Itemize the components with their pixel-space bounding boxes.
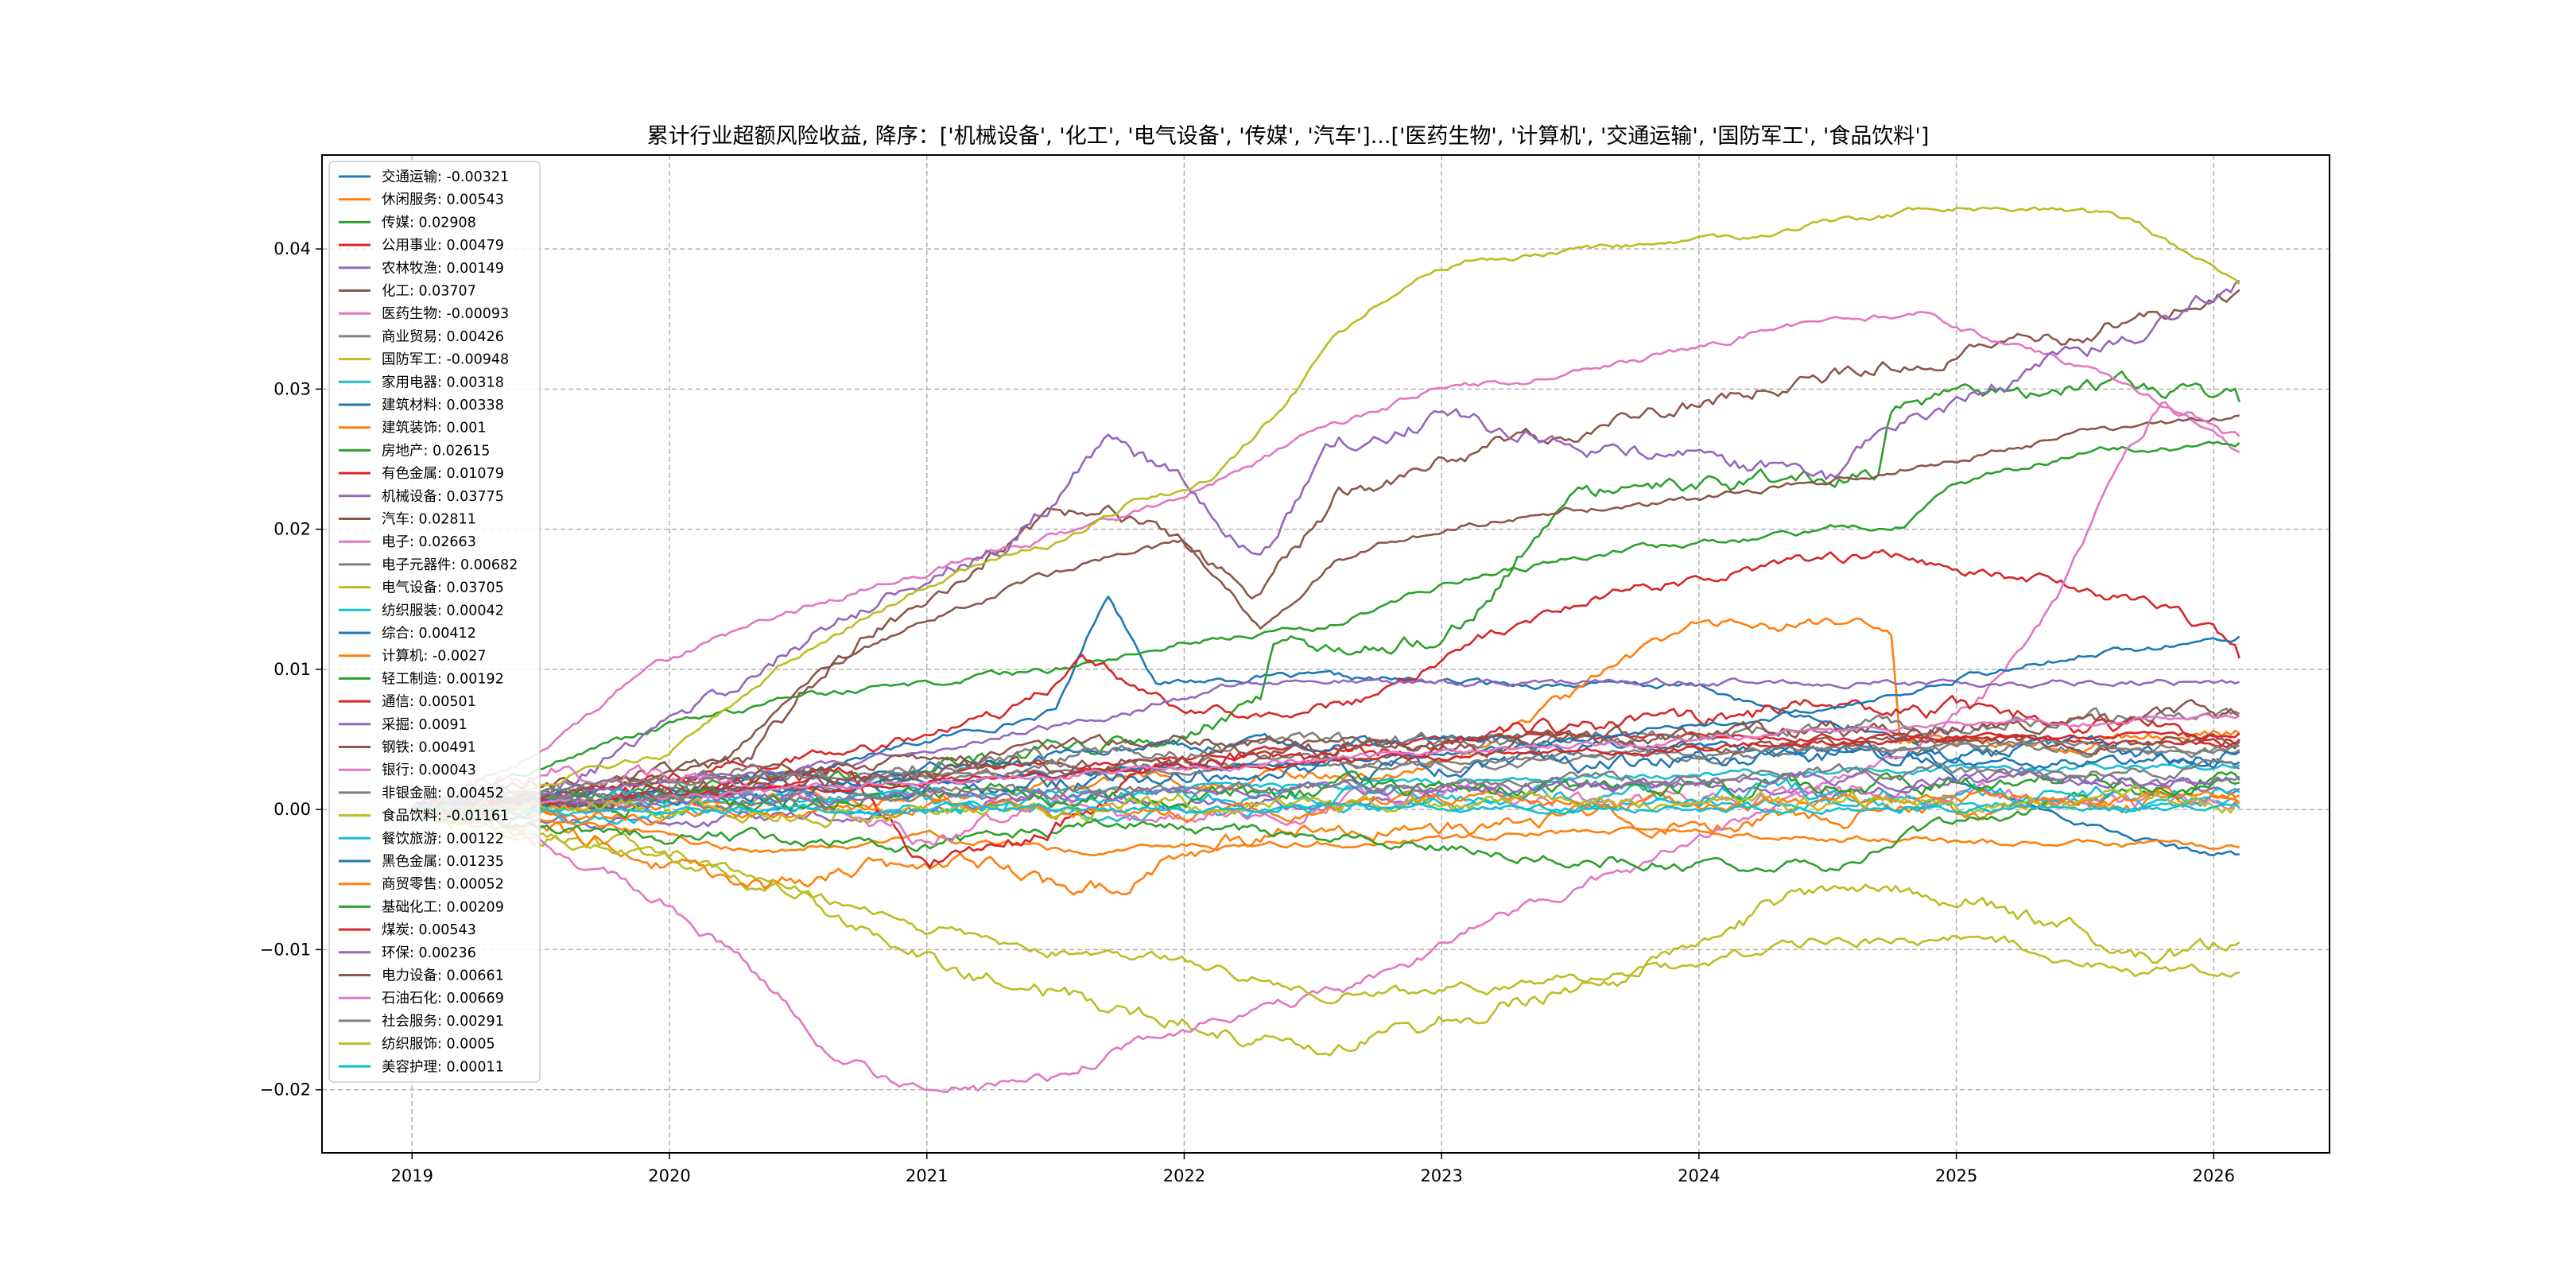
legend-entry: 有色金属: 0.01079 [382, 466, 504, 482]
legend-entry: 纺织服装: 0.00042 [382, 603, 504, 619]
series-line [411, 401, 2240, 1093]
legend-entry: 黑色金属: 0.01235 [382, 854, 504, 870]
series-line [411, 806, 2240, 856]
legend-entry: 建筑材料: 0.00338 [382, 398, 504, 413]
legend-entry: 轻工制造: 0.00192 [382, 671, 504, 687]
series-line [411, 776, 2240, 873]
legend: 交通运输: -0.00321 休闲服务: 0.00543 传媒: 0.02908 公用… [328, 161, 541, 1083]
series-line [412, 739, 2240, 812]
legend-entry: 采掘: 0.0091 [382, 717, 467, 733]
x-tick-label: 2023 [1420, 1166, 1462, 1185]
legend-entry: 通信: 0.00501 [382, 694, 476, 710]
series-line [412, 789, 2240, 826]
series-line [411, 414, 2240, 813]
series-line [411, 800, 2240, 817]
legend-entry: 美容护理: 0.00011 [382, 1059, 504, 1075]
series-line [411, 809, 2240, 1057]
x-tick-label: 2022 [1163, 1166, 1205, 1185]
series-line [411, 677, 2240, 811]
legend-entry: 医药生物: -0.00093 [382, 306, 509, 322]
legend-entry: 电子元器件: 0.00682 [382, 557, 518, 573]
series-line [411, 784, 2240, 828]
series-line [411, 206, 2240, 811]
legend-entry: 传媒: 0.02908 [382, 215, 476, 231]
legend-entry: 环保: 0.00236 [382, 945, 476, 961]
legend-entry: 商贸零售: 0.00052 [382, 877, 504, 893]
legend-entry: 餐饮旅游: 0.00122 [382, 831, 504, 847]
y-tick-label: 0.04 [274, 239, 311, 258]
series-line [411, 440, 2240, 813]
series-line [411, 617, 2240, 817]
series-line [412, 808, 2240, 1005]
series-line [411, 694, 2240, 868]
legend-entry: 公用事业: 0.00479 [382, 238, 504, 254]
legend-entry: 石油石化: 0.00669 [382, 991, 504, 1007]
series-line [411, 370, 2240, 815]
legend-box [328, 161, 541, 1083]
y-tick-label: −0.01 [260, 940, 311, 959]
series-line [412, 279, 2240, 824]
legend-entry: 食品饮料: -0.01161 [382, 809, 509, 824]
legend-entry: 国防军工: -0.00948 [382, 352, 509, 368]
legend-entry: 社会服务: 0.00291 [382, 1014, 504, 1030]
series-line [411, 311, 2240, 811]
x-tick-label: 2025 [1935, 1166, 1977, 1185]
legend-entry: 电力设备: 0.00661 [382, 968, 504, 984]
legend-entry: 机械设备: 0.03775 [382, 489, 504, 505]
x-tick-label: 2024 [1678, 1166, 1720, 1185]
series-line [411, 730, 2240, 813]
axes-frame [321, 154, 2330, 1154]
legend-entry: 电子: 0.02663 [382, 534, 476, 550]
legend-entry: 休闲服务: 0.00543 [382, 192, 504, 208]
legend-entry: 纺织服饰: 0.0005 [382, 1037, 495, 1053]
legend-entry: 汽车: 0.02811 [382, 512, 476, 528]
legend-entry: 电气设备: 0.03705 [382, 580, 504, 596]
legend-entry: 化工: 0.03707 [382, 284, 476, 300]
legend-entry: 非银金融: 0.00452 [382, 786, 504, 801]
legend-entry: 家用电器: 0.00318 [382, 374, 504, 390]
y-tick-label: 0.01 [274, 660, 311, 679]
x-tick-label: 2026 [2193, 1166, 2235, 1185]
series-line [412, 758, 2240, 817]
series-lines [411, 206, 2240, 1093]
series-line [411, 549, 2240, 818]
x-tick-label: 2021 [906, 1166, 948, 1185]
x-tick-label: 2019 [391, 1166, 433, 1185]
series-line [411, 289, 2240, 813]
series-line [411, 699, 2240, 812]
y-tick-label: 0.03 [274, 379, 311, 398]
y-tick-label: −0.02 [260, 1080, 311, 1100]
legend-entry: 综合: 0.00412 [382, 626, 476, 642]
legend-entry: 交通运输: -0.00321 [382, 169, 509, 185]
legend-entry: 农林牧渔: 0.00149 [382, 261, 504, 277]
legend-entry: 建筑装饰: 0.001 [382, 421, 487, 436]
y-tick-label: 0.02 [274, 520, 311, 539]
axis-ticks: 2019 2020 2021 2022 2023 2024 2025 2026 −0.02 −0.… [260, 239, 2235, 1185]
y-tick-label: 0.00 [274, 800, 311, 819]
x-tick-label: 2020 [648, 1166, 690, 1185]
series-line [411, 713, 2240, 812]
legend-entry: 钢铁: 0.00491 [382, 740, 476, 756]
legend-entry: 银行: 0.00043 [382, 762, 476, 778]
legend-entry: 计算机: -0.0027 [382, 649, 487, 665]
chart-title: 累计行业超额风险收益, 降序：['机械设备', '化工', '电气设备', '传… [647, 124, 1930, 149]
legend-entry: 煤炭: 0.00543 [382, 922, 476, 938]
legend-entry: 基础化工: 0.00209 [382, 899, 504, 915]
series-line [412, 766, 2240, 816]
legend-entry: 商业贸易: 0.00426 [382, 329, 504, 345]
legend-entry: 房地产: 0.02615 [382, 443, 490, 459]
